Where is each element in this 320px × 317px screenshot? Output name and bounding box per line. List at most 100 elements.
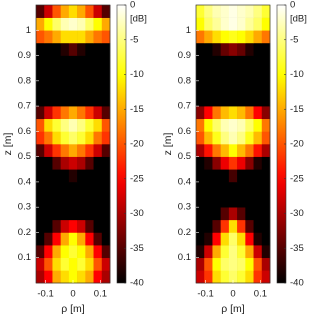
heat-cell — [204, 131, 213, 145]
y-tick-label: 0.8 — [18, 75, 31, 86]
heat-cell — [60, 169, 70, 183]
heat-cell — [77, 93, 86, 107]
heat-cell — [60, 270, 70, 284]
heat-cell — [237, 257, 246, 271]
heat-cell — [228, 5, 238, 18]
y-tick-label: 0.7 — [18, 101, 31, 112]
heat-cell — [237, 232, 246, 246]
heat-cell — [93, 30, 103, 44]
y-tick-label: 0.6 — [18, 126, 31, 137]
heat-cell — [228, 232, 238, 246]
heat-cell — [52, 17, 61, 31]
heat-cell — [212, 219, 221, 233]
y-tick-label: 0.8 — [178, 75, 191, 86]
heat-cell — [44, 219, 53, 233]
heat-cell — [68, 68, 78, 82]
heat-cell — [245, 80, 254, 94]
heat-cell — [220, 17, 230, 31]
heat-cell — [85, 207, 94, 221]
heat-cell — [237, 207, 246, 221]
heat-cell — [212, 80, 221, 94]
colorbar-tick-label: 0 — [130, 0, 135, 11]
heat-cell — [101, 169, 111, 183]
heat-cell — [85, 219, 94, 233]
heat-cell — [261, 30, 271, 44]
heat-cell — [261, 80, 271, 94]
heat-cell — [212, 181, 221, 195]
heat-cell — [60, 194, 70, 208]
heat-cell — [44, 232, 53, 246]
heat-cell — [220, 207, 230, 221]
y-tick-label: 0.3 — [178, 202, 191, 213]
heat-cell — [60, 106, 70, 120]
heat-cell — [60, 55, 70, 69]
heat-cell — [245, 68, 254, 82]
heat-cell — [245, 156, 254, 170]
heat-cell — [68, 232, 78, 246]
heat-cell — [228, 219, 238, 233]
heat-cell — [237, 131, 246, 145]
heat-cell — [68, 118, 78, 132]
heat-cell — [196, 5, 205, 18]
heat-cell — [85, 17, 94, 31]
heat-cell — [253, 80, 263, 94]
heat-cell — [245, 131, 254, 145]
heat-cell — [93, 5, 103, 18]
heat-cell — [44, 144, 53, 157]
heat-cell — [196, 156, 205, 170]
heat-cell — [196, 30, 205, 44]
heat-cell — [220, 131, 230, 145]
heat-cell — [68, 93, 78, 107]
heat-cell — [228, 194, 238, 208]
heat-cell — [237, 68, 246, 82]
heat-cell — [212, 93, 221, 107]
heat-cell — [220, 144, 230, 157]
heat-cell — [85, 80, 94, 94]
heat-cell — [261, 181, 271, 195]
heat-cell — [237, 5, 246, 18]
heat-cell — [196, 17, 205, 31]
heat-cell — [101, 68, 111, 82]
heat-cell — [228, 106, 238, 120]
y-tick-label: 0.1 — [18, 252, 31, 263]
heat-cell — [261, 207, 271, 221]
heat-cell — [228, 144, 238, 157]
heat-cell — [245, 169, 254, 183]
heat-cell — [196, 270, 205, 284]
heat-cell — [101, 106, 111, 120]
heat-cell — [36, 156, 45, 170]
heat-cell — [228, 80, 238, 94]
heat-cell — [204, 118, 213, 132]
y-axis-label: z [m] — [2, 133, 14, 156]
y-tick-label: 0.9 — [18, 50, 31, 61]
heat-cell — [204, 156, 213, 170]
y-tick-label: 0.6 — [178, 126, 191, 137]
heat-cell — [93, 156, 103, 170]
y-tick-label: 0.7 — [178, 101, 191, 112]
heat-cell — [237, 194, 246, 208]
heat-cell — [52, 80, 61, 94]
heat-cell — [204, 5, 213, 18]
heat-cell — [253, 5, 263, 18]
heat-cell — [245, 232, 254, 246]
heat-cell — [85, 144, 94, 157]
heat-cell — [60, 42, 70, 56]
heat-cell — [52, 30, 61, 44]
heat-cell — [261, 156, 271, 170]
heat-cell — [212, 232, 221, 246]
heat-cell — [85, 55, 94, 69]
colorbar-tick-label: -20 — [290, 139, 304, 150]
heat-cell — [228, 17, 238, 31]
heat-cell — [85, 181, 94, 195]
heat-cell — [253, 131, 263, 145]
heat-cell — [85, 270, 94, 284]
heat-cell — [101, 5, 111, 18]
x-tick-label: 0 — [230, 289, 235, 300]
heat-cell — [101, 144, 111, 157]
heat-cell — [212, 5, 221, 18]
heat-cell — [60, 257, 70, 271]
heat-cell — [261, 270, 271, 284]
heat-cell — [212, 245, 221, 259]
heat-cell — [101, 219, 111, 233]
heat-cell — [237, 144, 246, 157]
